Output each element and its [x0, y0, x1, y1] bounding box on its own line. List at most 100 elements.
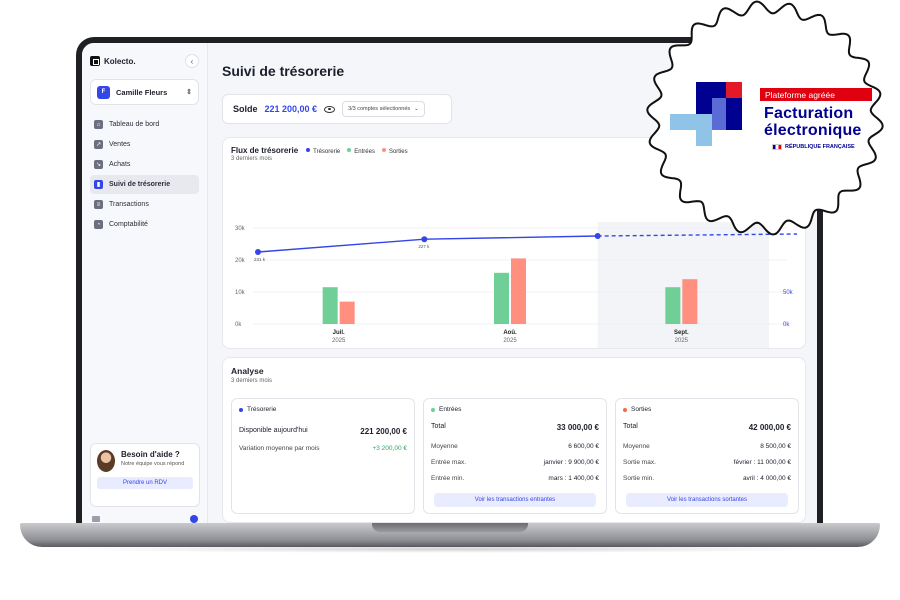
purchases-icon: ↘ — [94, 160, 103, 169]
tresorerie-point-label: 227 k — [418, 244, 430, 249]
treasury-dot-icon — [239, 407, 243, 412]
laptop-notch — [372, 523, 528, 532]
treasury-summary-card: Trésorerie Disponible aujourd'hui 221 200… — [231, 398, 415, 514]
bar-sorties — [339, 301, 355, 324]
notification-dot-icon[interactable] — [190, 515, 198, 523]
laptop-shadow — [60, 545, 840, 553]
sidebar: Kolecto. ‹ F Camille Fleurs ⇕ ⌂ Tableau … — [82, 43, 208, 524]
x-tick-year-label: 2025 — [503, 338, 517, 344]
y-tick-label: 10k — [235, 290, 246, 296]
cashflow-title: Flux de trésorerie — [231, 146, 299, 155]
sidebar-item-sales[interactable]: ↗ Ventes — [90, 135, 199, 154]
balance-bar: Solde 221 200,00 € 3/3 comptes sélection… — [222, 94, 452, 124]
x-tick-year-label: 2025 — [332, 338, 346, 344]
bar-entrées — [665, 287, 681, 324]
tresorerie-point — [255, 249, 261, 255]
summary-row: Sortie min. avril : 4 000,00 € — [623, 475, 791, 482]
x-tick-label: Aoû. — [503, 330, 517, 336]
tresorerie-point — [594, 233, 601, 239]
help-title: Besoin d'aide ? — [121, 450, 180, 459]
french-flag-icon — [772, 144, 782, 150]
bar-entrées — [322, 287, 338, 324]
sidebar-item-label: Achats — [109, 161, 131, 168]
bar-entrées — [494, 272, 509, 324]
badge-wavy-border — [646, 0, 884, 236]
x-tick-label: Sept. — [674, 330, 689, 336]
badge-ribbon: Plateforme agréée — [760, 88, 872, 101]
sidebar-footer — [92, 515, 198, 523]
summary-row: Moyenne 8 500,00 € — [623, 443, 791, 450]
sidebar-item-label: Transactions — [109, 201, 149, 208]
y-tick-label: 0k — [235, 322, 242, 328]
help-card: Besoin d'aide ? Notre équipe vous répond… — [90, 443, 200, 507]
accounts-select[interactable]: 3/3 comptes sélectionnés ⌄ — [342, 101, 425, 117]
view-inflows-button[interactable]: Voir les transactions entrantes — [434, 493, 596, 507]
account-avatar: F — [97, 85, 110, 99]
home-icon: ⌂ — [94, 120, 103, 129]
main-content: Suivi de trésorerie Solde 221 200,00 € 3… — [208, 43, 817, 524]
brand-name: Kolecto. — [104, 56, 136, 66]
tresorerie-point — [421, 236, 428, 243]
sales-icon: ↗ — [94, 140, 103, 149]
accounting-icon: ◔ — [94, 220, 103, 229]
outflows-summary-card: Sorties Total 42 000,00 € Moyenne 8 500,00… — [615, 398, 799, 514]
chevron-updown-icon: ⇕ — [186, 89, 192, 96]
badge-country-label: RÉPUBLIQUE FRANÇAISE — [785, 144, 855, 150]
sidebar-item-label: Ventes — [109, 141, 131, 148]
cashflow-chart: 0k 10k 20k 30k 0k 50k Juil. 2025 Aoû. 2025 Sept. 20… — [235, 222, 798, 348]
x-tick-label: Juil. — [333, 330, 345, 336]
kolecto-logo-icon — [90, 56, 100, 66]
collapse-sidebar-button[interactable]: ‹ — [185, 54, 199, 68]
summary-row: Total 33 000,00 € — [431, 423, 599, 432]
sidebar-item-label: Comptabilité — [109, 221, 148, 228]
account-switcher[interactable]: F Camille Fleurs ⇕ — [90, 79, 199, 105]
summary-row: Disponible aujourd'hui 221 200,00 € — [239, 427, 407, 436]
cashflow-subtitle: 3 derniers mois — [231, 156, 273, 162]
sidebar-item-treasury[interactable]: ▮ Suivi de trésorerie — [90, 175, 199, 194]
brand-logo[interactable]: Kolecto. — [90, 56, 136, 66]
book-meeting-button[interactable]: Prendre un RDV — [97, 477, 193, 489]
help-text: Notre équipe vous répond — [121, 461, 185, 467]
y-tick-label: 30k — [235, 226, 246, 232]
sidebar-item-purchases[interactable]: ↘ Achats — [90, 155, 199, 174]
balance-label: Solde — [233, 104, 258, 114]
analysis-card: Analyse 3 derniers mois Trésorerie Dispo… — [222, 357, 806, 523]
bank-icon: ≡ — [94, 200, 103, 209]
tresorerie-forecast-line — [597, 233, 798, 237]
x-tick-year-label: 2025 — [675, 338, 689, 344]
sidebar-item-transactions[interactable]: ≡ Transactions — [90, 195, 199, 214]
tresorerie-point-label: 231 k — [254, 257, 266, 262]
badge-line-1: Facturation — [764, 105, 854, 122]
sidebar-item-label: Tableau de bord — [109, 121, 160, 128]
balance-value: 221 200,00 € — [264, 104, 318, 114]
invoicing-logo-icon — [670, 82, 742, 146]
eye-icon[interactable] — [324, 105, 336, 113]
summary-row: Moyenne 6 600,00 € — [431, 443, 599, 450]
summary-row: Entrée max. janvier : 9 900,00 € — [431, 459, 599, 466]
y2-tick-label: 50k — [783, 290, 794, 296]
summary-row: Sortie max. février : 11 000,00 € — [623, 459, 791, 466]
analysis-title: Analyse — [231, 366, 264, 376]
treasury-summary-title: Trésorerie — [247, 406, 277, 413]
chart-legend: Trésorerie Entrées Sorties — [306, 148, 408, 155]
sidebar-item-dashboard[interactable]: ⌂ Tableau de bord — [90, 115, 199, 134]
bar-sorties — [511, 258, 526, 324]
legend-item-tresorerie[interactable]: Trésorerie — [306, 148, 340, 155]
summary-row: Entrée min. mars : 1 400,00 € — [431, 475, 599, 482]
accounts-select-value: 3/3 comptes sélectionnés — [348, 106, 411, 112]
legend-item-sorties[interactable]: Sorties — [381, 148, 408, 155]
badge-seal-shape — [646, 0, 884, 236]
y-tick-label: 20k — [235, 258, 246, 264]
badge-country: RÉPUBLIQUE FRANÇAISE — [772, 144, 855, 150]
sidebar-item-accounting[interactable]: ◔ Comptabilité — [90, 215, 199, 234]
page-title: Suivi de trésorerie — [222, 63, 345, 79]
analysis-subtitle: 3 derniers mois — [231, 378, 273, 384]
inflows-summary-title: Entrées — [439, 406, 462, 413]
inflows-dot-icon — [431, 407, 435, 412]
account-name: Camille Fleurs — [116, 87, 168, 97]
settings-icon[interactable] — [92, 516, 100, 522]
legend-item-entrees[interactable]: Entrées — [347, 148, 375, 155]
bar-sorties — [682, 279, 698, 324]
inflows-summary-card: Entrées Total 33 000,00 € Moyenne 6 600,00… — [423, 398, 607, 514]
view-outflows-button[interactable]: Voir les transactions sortantes — [626, 493, 788, 507]
